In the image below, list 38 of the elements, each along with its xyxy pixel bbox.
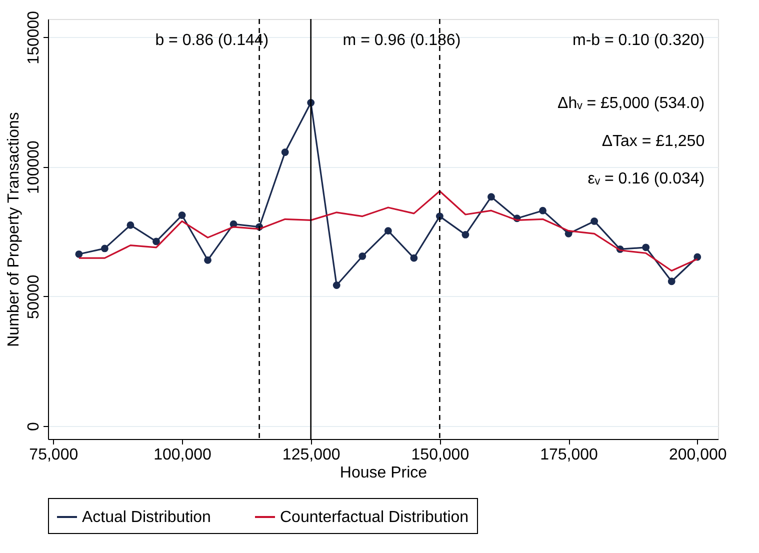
point bbox=[539, 206, 546, 214]
point bbox=[488, 193, 495, 201]
point bbox=[462, 231, 470, 238]
point bbox=[178, 212, 186, 219]
point bbox=[358, 252, 366, 260]
legend-label: Counterfactual Distribution bbox=[280, 509, 469, 526]
y-tick-label: 100000 bbox=[26, 140, 42, 194]
point bbox=[204, 256, 212, 264]
y-tick-label: 150000 bbox=[26, 10, 42, 64]
point bbox=[590, 218, 598, 225]
annotation: m = 0.96 (0.186) bbox=[342, 32, 461, 49]
y-tick-label: 50000 bbox=[26, 274, 42, 320]
annotation: Δhᵥ = £5,000 (534.0) bbox=[558, 95, 705, 112]
x-tick-label: 100,000 bbox=[154, 446, 212, 464]
y-tick-label: 0 bbox=[26, 422, 42, 431]
point bbox=[332, 282, 340, 289]
x-axis-title: House Price bbox=[340, 464, 428, 482]
point bbox=[668, 278, 676, 286]
annotation: b = 0.86 (0.144) bbox=[155, 32, 269, 49]
annotation: εᵥ = 0.16 (0.034) bbox=[588, 170, 705, 188]
point bbox=[384, 227, 392, 235]
point bbox=[75, 250, 83, 258]
point bbox=[126, 221, 134, 229]
x-tick-label: 175,000 bbox=[540, 446, 598, 464]
x-tick-label: 125,000 bbox=[282, 446, 340, 464]
annotation: ΔTax = £1,250 bbox=[602, 132, 705, 150]
point bbox=[410, 254, 418, 262]
legend-label: Actual Distribution bbox=[82, 509, 211, 526]
point bbox=[100, 244, 108, 252]
point bbox=[642, 244, 650, 252]
annotation: m-b = 0.10 (0.320) bbox=[572, 32, 705, 49]
point bbox=[694, 253, 702, 261]
point bbox=[281, 148, 289, 156]
x-tick-label: 200,000 bbox=[668, 446, 727, 464]
point bbox=[152, 238, 160, 246]
y-axis-title: Number of Property Transactions bbox=[6, 112, 22, 347]
x-tick-label: 150,000 bbox=[411, 446, 470, 464]
x-tick-label: 75,000 bbox=[29, 446, 78, 464]
